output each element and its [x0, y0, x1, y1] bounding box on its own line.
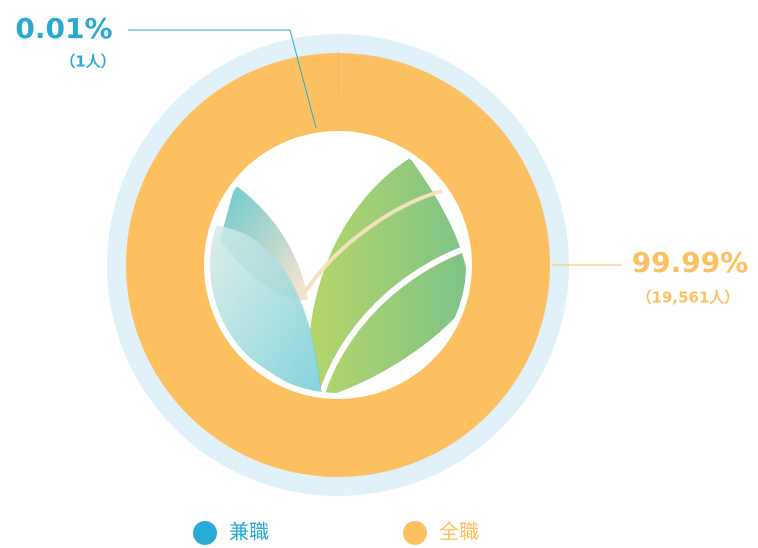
leaf-decoration [210, 158, 466, 393]
legend-swatch [403, 521, 427, 545]
value-label: 99.99% [632, 246, 749, 279]
legend: 兼職 全職 [193, 520, 479, 545]
legend-swatch [193, 521, 217, 545]
count-label: （1人） [60, 53, 115, 71]
value-label: 0.01% [15, 12, 112, 45]
count-label: （19,561人） [637, 289, 740, 307]
legend-label: 兼職 [229, 520, 269, 544]
leader-line [289, 29, 317, 129]
legend-label: 全職 [439, 520, 479, 544]
